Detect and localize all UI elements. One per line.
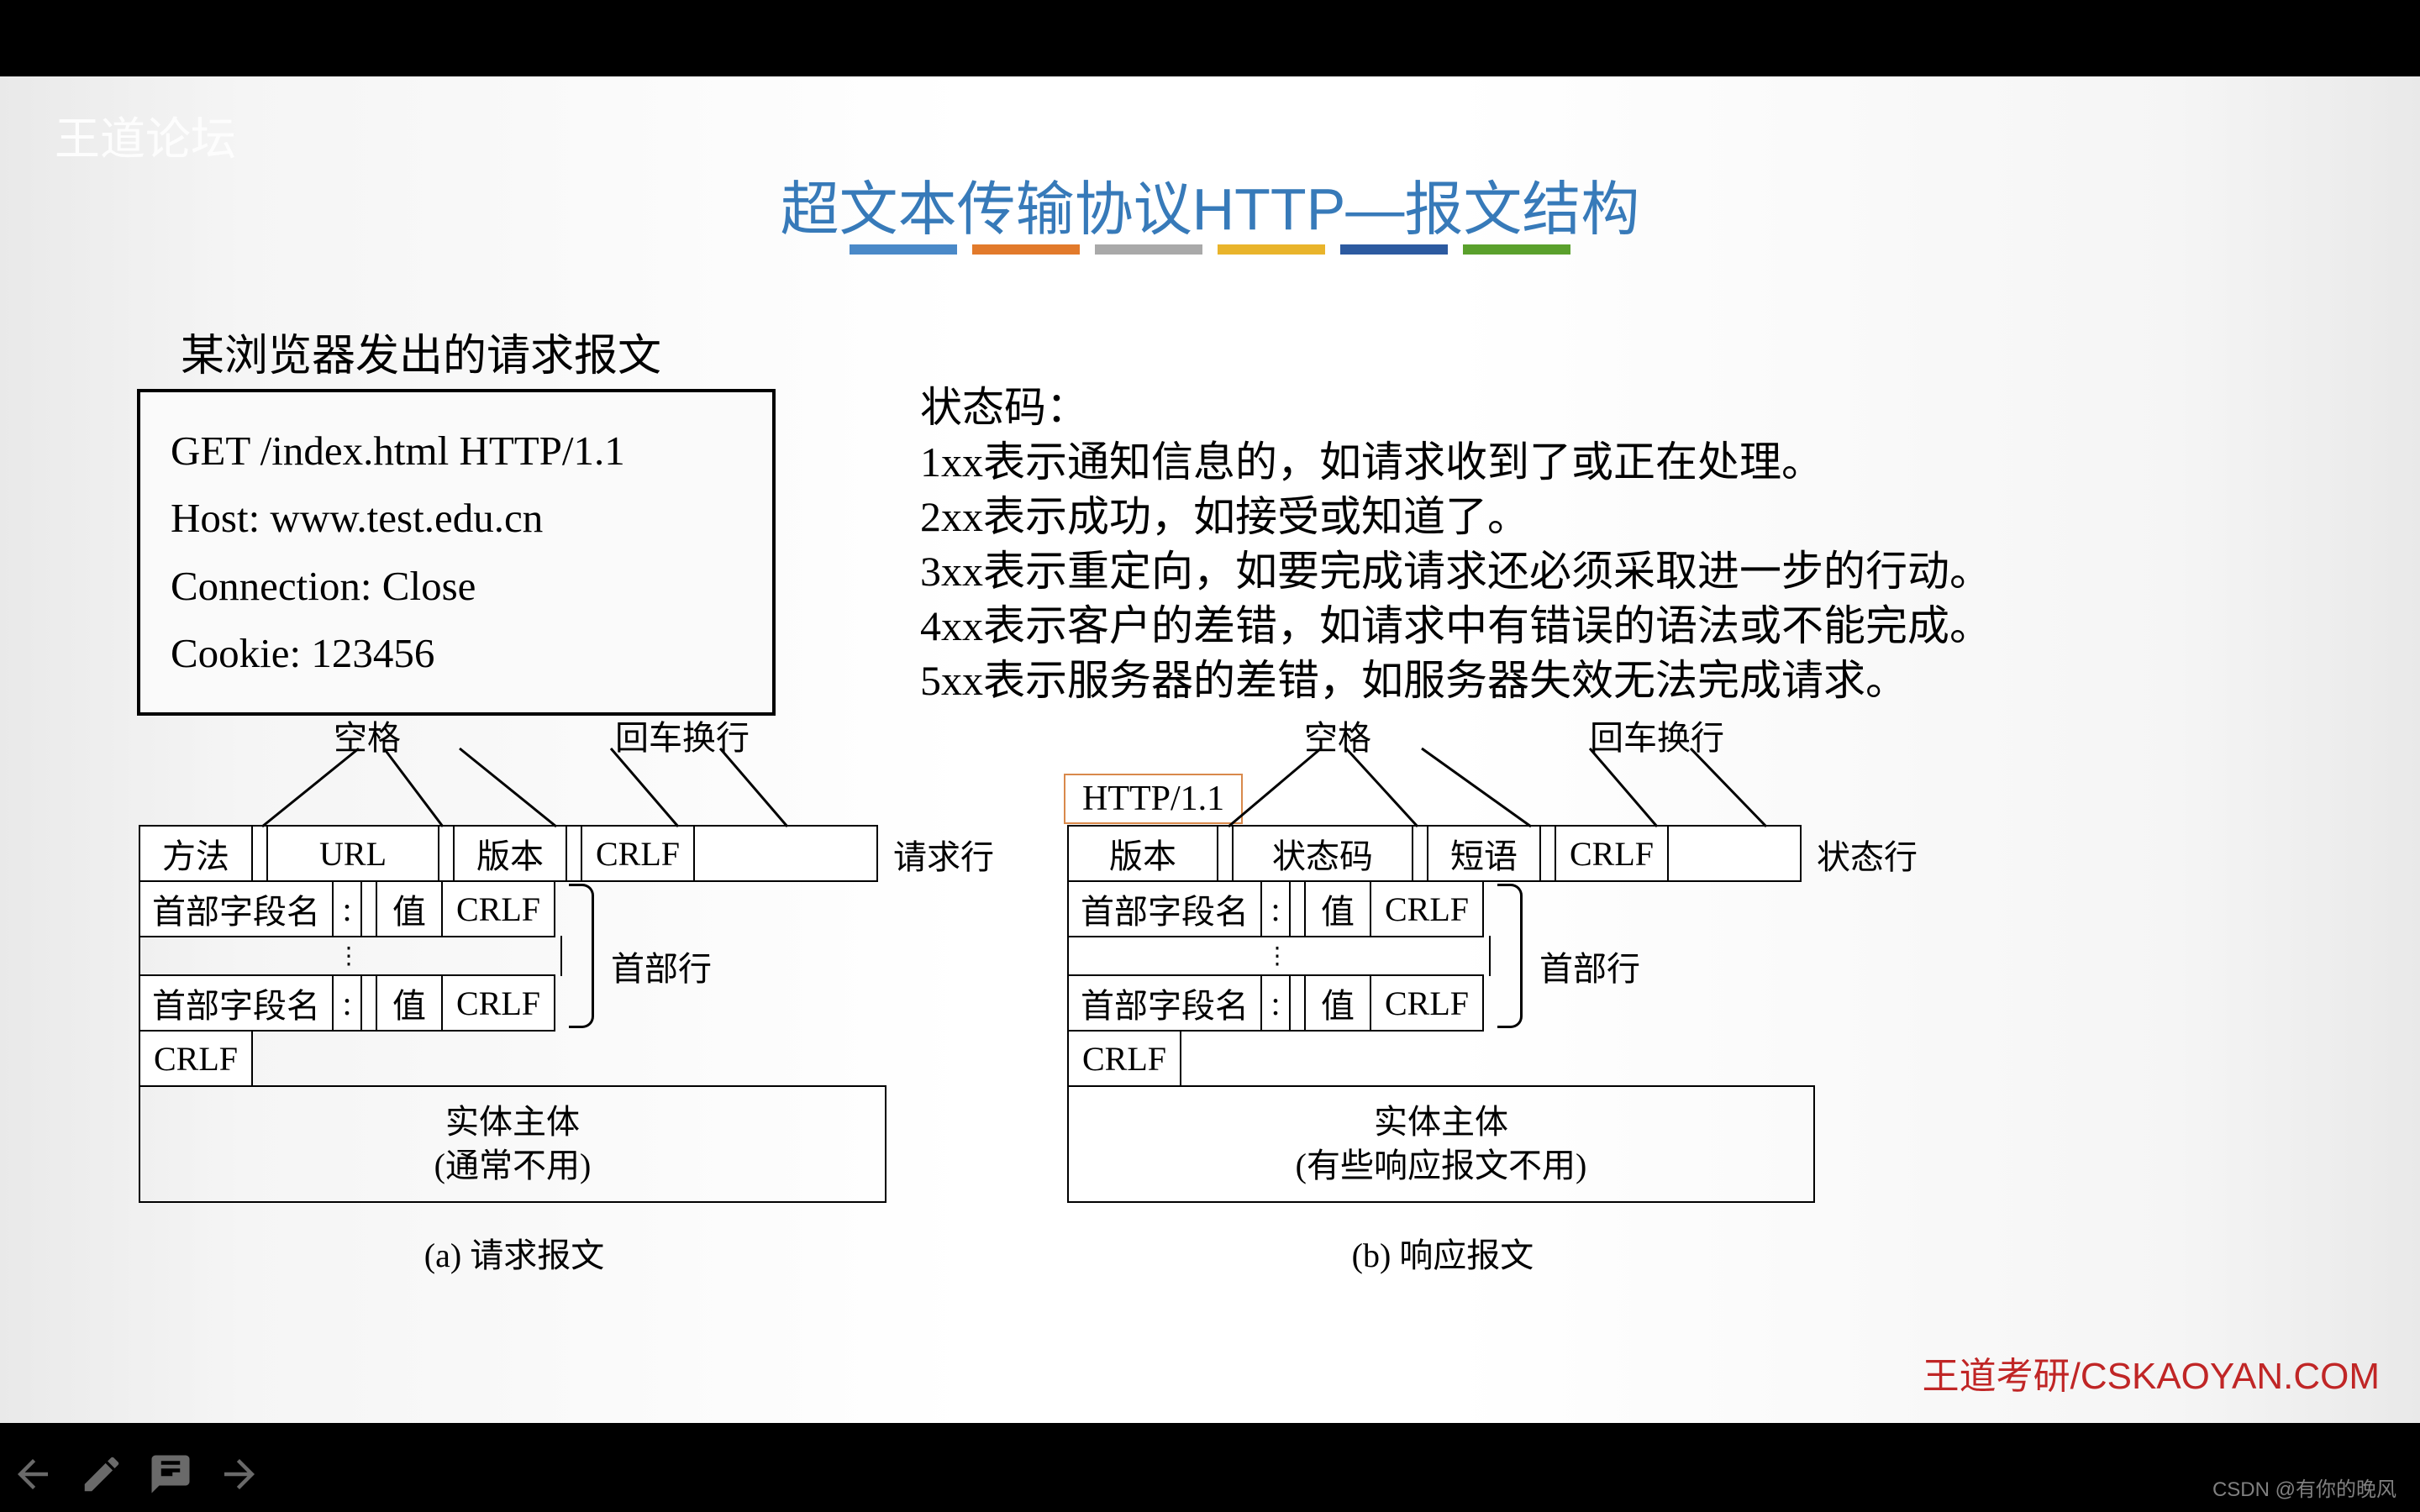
slide-title: 超文本传输协议HTTP—报文结构 xyxy=(0,162,2420,247)
label-space: 空格 xyxy=(334,711,401,759)
status-1xx: 1xx表示通知信息的，如请求收到了或正在处理。 xyxy=(920,435,1991,490)
next-icon[interactable] xyxy=(217,1452,262,1497)
status-5xx: 5xx表示服务器的差错，如服务器失效无法完成请求。 xyxy=(920,654,1991,708)
brace-headers-b xyxy=(1497,884,1523,1028)
status-3xx: 3xx表示重定向，如要完成请求还必须采取进一步的行动。 xyxy=(920,544,1991,599)
prev-icon[interactable] xyxy=(10,1452,55,1497)
ellipsis-row-b: ⋮ xyxy=(1067,936,1491,976)
title-accent-bars xyxy=(850,244,1570,255)
request-message-diagram: 空格 回车换行 方法 URL 版本 CRLF 请求行 首部字段名 : 值 CRL… xyxy=(140,732,1018,1277)
request-line-1: Host: www.test.edu.cn xyxy=(171,485,742,552)
entity-body-b: 实体主体 (有些响应报文不用) xyxy=(1067,1085,1815,1203)
cell-hcrlf: CRLF xyxy=(441,880,555,937)
diagram-a-caption: (a) 请求报文 xyxy=(140,1228,888,1277)
status-header: 状态码： xyxy=(920,381,1991,435)
status-code-explanation: 状态码： 1xx表示通知信息的，如请求收到了或正在处理。 2xx表示成功，如接受… xyxy=(920,381,1991,708)
cell-header-name: 首部字段名 xyxy=(139,880,334,937)
diagram-b-caption: (b) 响应报文 xyxy=(1069,1228,1817,1277)
label-header-line-b: 首部行 xyxy=(1539,942,1640,990)
label-header-line: 首部行 xyxy=(611,942,712,990)
entity-body: 实体主体 (通常不用) xyxy=(139,1085,886,1203)
request-subtitle: 某浏览器发出的请求报文 xyxy=(181,320,661,383)
slide: 王道论坛 超文本传输协议HTTP—报文结构 某浏览器发出的请求报文 GET /i… xyxy=(0,76,2420,1423)
cell-blank-crlf: CRLF xyxy=(139,1030,253,1087)
request-line-2: Connection: Close xyxy=(171,553,742,620)
request-line-3: Cookie: 123456 xyxy=(171,620,742,687)
status-2xx: 2xx表示成功，如接受或知道了。 xyxy=(920,490,1991,544)
player-toolbar xyxy=(10,1452,262,1497)
label-space-b: 空格 xyxy=(1304,711,1371,759)
footer-brand: 王道考研/CSKAOYAN.COM xyxy=(1923,1346,2380,1399)
response-message-diagram: HTTP/1.1 空格 回车换行 版本 状态码 短语 CRLF 状态行 首部 xyxy=(1069,732,1947,1277)
status-4xx: 4xx表示客户的差错，如请求中有错误的语法或不能完成。 xyxy=(920,599,1991,654)
brace-headers xyxy=(569,884,594,1028)
http-request-example: GET /index.html HTTP/1.1 Host: www.test.… xyxy=(137,389,776,716)
notes-icon[interactable] xyxy=(148,1452,193,1497)
label-crlf: 回车换行 xyxy=(615,711,750,759)
label-crlf-b: 回车换行 xyxy=(1590,711,1724,759)
ellipsis-row: ⋮ xyxy=(139,936,562,976)
cell-value: 值 xyxy=(376,880,443,937)
forum-logo: 王道论坛 xyxy=(55,102,236,168)
csdn-watermark: CSDN @有你的晚风 xyxy=(2212,1473,2396,1502)
request-line-0: GET /index.html HTTP/1.1 xyxy=(171,417,742,485)
edit-icon[interactable] xyxy=(79,1452,124,1497)
cell-colon: : xyxy=(332,880,362,937)
